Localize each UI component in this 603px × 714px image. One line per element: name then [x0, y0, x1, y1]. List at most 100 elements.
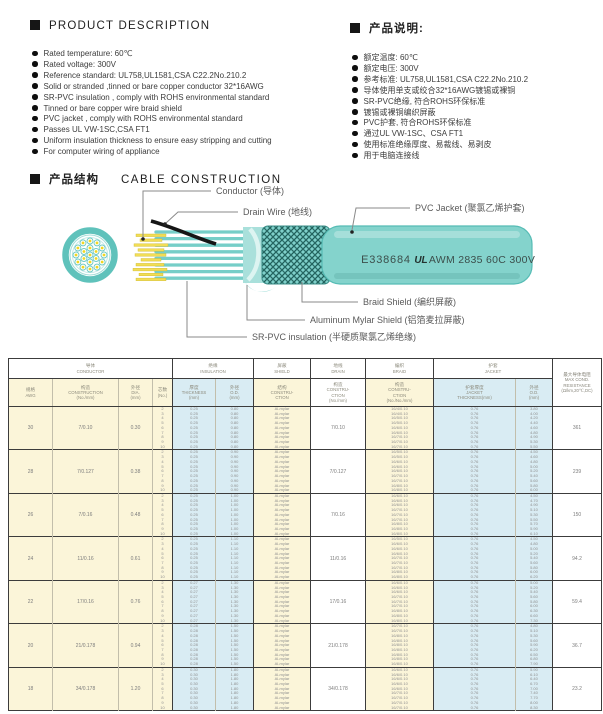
spec-row-awg-24: 24 11/0.16 0.61 2 3 4 5 6 7 8 9 10 0.25 0.25 0.25 0.25 0… [8, 536, 602, 581]
spec-row-awg-30: 30 7/0.10 0.30 2 3 4 5 6 7 8 9 10 0.25 0.25 0.25 0.25 0.… [8, 406, 602, 450]
dia-cell: 1.20 [118, 667, 153, 711]
jacket-print-left: E338684 [361, 254, 411, 266]
insulation-od-cell: 1.80 1.80 1.80 1.80 1.80 1.80 1.80 1.80 1.80 [215, 667, 254, 711]
spec-row-awg-28: 28 7/0.127 0.38 2 3 4 5 6 7 8 9 10 0.25 0.25 0.25 0.25 0… [8, 449, 602, 494]
insulation-od-cell: 0.80 0.80 0.80 0.80 0.80 0.80 0.80 0.80 0.80 [215, 406, 254, 450]
bullet-item: Tinned or bare copper wire braid shield [32, 104, 340, 115]
conductor-strands-icon [132, 233, 169, 281]
awg-cell: 28 [8, 449, 53, 494]
product-description-list: Rated temperature: 60℃ Rated voltage: 300… [32, 49, 340, 158]
bullet-item: 额定温度: 60℃ [352, 53, 600, 64]
column-header: 护套厚度 JACKET THICKNESS(mm) [433, 378, 516, 407]
bullet-text: 额定电压: 300V [363, 63, 419, 73]
braid-shield-icon [261, 225, 331, 285]
cable-construction-title-en: CABLE CONSTRUCTION [121, 174, 282, 186]
drain-cell: 11/0.16 [310, 536, 366, 581]
cores-cell: 2 3 4 5 6 7 8 9 10 [152, 580, 173, 624]
product-description-section: PRODUCT DESCRIPTION Rated temperature: 6… [30, 20, 340, 158]
section-square-icon [30, 174, 40, 184]
cable-side-view: E338684 UL AWM 2835 60C 300V [132, 219, 535, 292]
awg-cell: 26 [8, 493, 53, 537]
product-description-cn-title: 产品说明: [350, 20, 600, 36]
bullet-icon [32, 126, 38, 133]
cores-cell: 2 3 4 5 6 7 8 9 10 [152, 449, 173, 494]
braid-cell: 16/6/0.10 16/6/0.10 16/6/0.10 16/7/0.10 16/7… [365, 493, 434, 537]
bullet-icon [32, 50, 38, 56]
group-header-shield: 屏蔽 SHIELD [253, 358, 311, 379]
bullet-icon [32, 105, 38, 111]
bullet-text: SR-PVC绝缘, 符合ROHS环保标准 [363, 96, 486, 106]
product-description-title: PRODUCT DESCRIPTION [30, 20, 340, 32]
insulation-thickness-cell: 0.25 0.25 0.25 0.25 0.25 0.25 0.25 0.25 0.25 [172, 406, 216, 450]
drain-cell: 7/0.10 [310, 406, 366, 450]
braid-cell: 16/5/0.10 16/5/0.10 16/6/0.10 16/6/0.10 16/6… [365, 449, 434, 494]
column-header-max-resistance: 最大导体电阻 MAX COND. RESISTANCE (Ω/km,20℃,DC) [552, 358, 602, 407]
product-description-cn-section: 产品说明: 额定温度: 60℃ 额定电压: 300V 参考标准: UL758,UL1… [350, 20, 600, 162]
shield-cell: Al-mylar Al-mylar Al-mylar Al-mylar Al-mylar… [253, 536, 311, 581]
bullet-text: 导体使用单支或绞合32*16AWG镀锡或裸铜 [363, 85, 516, 95]
resistance-cell: 361 [552, 406, 602, 450]
bullet-text: 使用标准绝缘厚度、易裁线、易剥皮 [363, 140, 492, 150]
drain-cell: 17/0.16 [310, 580, 366, 624]
aluminum-mylar-label: Aluminum Mylar Shield (铝箔麦拉屏蔽) [310, 314, 465, 325]
pvc-jacket-label: PVC Jacket (聚氯乙烯护套) [415, 202, 525, 213]
bullet-item: Rated voltage: 300V [32, 60, 340, 71]
resistance-cell: 36.7 [552, 623, 602, 668]
jacket-od-cell: 5.00 5.20 5.40 5.60 5.80 6.00 6.30 6.60 7.30 [515, 580, 553, 624]
column-header: 规格 AWG [8, 378, 53, 407]
drain-cell: 7/0.127 [310, 449, 366, 494]
group-header-jacket: 护套 JACKET [433, 358, 553, 379]
drain-cell: 21/0.178 [310, 623, 366, 668]
insulation-od-cell: 1.10 1.10 1.10 1.10 1.10 1.10 1.10 1.10 1.10 [215, 536, 254, 581]
product-description-cn-list: 额定温度: 60℃ 额定电压: 300V 参考标准: UL758,UL1581,CS… [352, 53, 600, 162]
bullet-text: PVC jacket , comply with ROHS environmen… [43, 114, 243, 124]
bullet-icon [352, 98, 358, 104]
drain-wire-icon [150, 219, 217, 246]
bullet-text: Tinned or bare copper wire braid shield [43, 103, 182, 113]
bullet-item: 镀锡或裸铜编织屏蔽 [352, 108, 600, 119]
bullet-icon [352, 54, 358, 60]
construction-cell: 7/0.16 [52, 493, 119, 537]
insulation-od-cell: 1.30 1.30 1.30 1.30 1.30 1.30 1.30 1.30 1.30 [215, 580, 254, 624]
cores-cell: 2 3 4 5 6 7 8 9 10 [152, 536, 173, 581]
jacket-thickness-cell: 0.76 0.76 0.76 0.76 0.76 0.76 0.76 0.76 0.76 [433, 536, 516, 581]
drain-wire-label: Drain Wire (地线) [243, 206, 312, 217]
bullet-item: 额定电压: 300V [352, 64, 600, 75]
bullet-item: Uniform insulation thickness to ensure e… [32, 136, 340, 147]
insulation-thickness-cell: 0.30 0.30 0.30 0.30 0.30 0.30 0.30 0.30 0.30 [172, 667, 216, 711]
jacket-thickness-cell: 0.76 0.76 0.76 0.76 0.76 0.76 0.76 0.76 0.76 [433, 406, 516, 450]
column-header: 厚度 THICKNESS (mm) [172, 378, 216, 407]
bullet-text: 参考标准: UL758,UL1581,CSA C22.2No.210.2 [363, 74, 529, 84]
braid-cell: 16/4/0.10 16/4/0.10 16/5/0.10 16/5/0.10 16/6… [365, 406, 434, 450]
column-header: 构造 CONSTRU- CTION (No./No./mm) [365, 378, 434, 407]
column-header: 构造 CONSTRUCTION (No./mm) [52, 378, 119, 407]
bullet-item: 通过UL VW-1SC、CSA FT1 [352, 129, 600, 140]
braid-cell: 16/6/0.10 16/6/0.10 16/6/0.10 16/7/0.10 16/7… [365, 580, 434, 624]
bullet-icon [352, 152, 358, 159]
insulation-thickness-cell: 0.25 0.25 0.25 0.25 0.25 0.25 0.25 0.25 0.25 [172, 536, 216, 581]
column-header: 构造 CONSTRU- CTION (No./mm) [310, 378, 366, 407]
dia-cell: 0.48 [118, 493, 153, 537]
resistance-cell: 150 [552, 493, 602, 537]
bullet-text: PVC护套, 符合ROHS环保标准 [363, 118, 472, 128]
braid-cell: 16/7/0.10 16/7/0.10 16/8/0.10 16/8/0.10 16/8… [365, 623, 434, 668]
ul-mark-icon: UL [414, 255, 427, 266]
bullet-icon [32, 115, 38, 122]
cable-construction-title: 产品结构 CABLE CONSTRUCTION [30, 171, 282, 187]
bullet-icon [352, 87, 358, 93]
drain-cell: 34/0.178 [310, 667, 366, 711]
construction-cell: 17/0.16 [52, 580, 119, 624]
insulation-od-cell: 0.90 0.90 0.90 0.90 0.90 0.90 0.90 0.90 0.90 [215, 449, 254, 494]
bullet-item: Rated temperature: 60℃ [32, 49, 340, 60]
jacket-od-cell: 5.90 6.10 6.40 6.70 7.00 7.40 7.70 8.00 8.30 [515, 667, 553, 711]
product-description-title-text: PRODUCT DESCRIPTION [49, 20, 211, 32]
bullet-item: 用于电脑连接线 [352, 151, 600, 162]
specification-table: 导体 CONDUCTOR 绝缘 INSULATION 屏蔽 SHIELD 地线 DRAIN 编织… [8, 358, 602, 712]
insulation-thickness-cell: 0.28 0.28 0.28 0.28 0.28 0.28 0.28 0.28 0.28 [172, 623, 216, 668]
spec-row-awg-20: 20 21/0.178 0.94 2 3 4 5 6 7 8 9 10 0.28 0.28 0.28 0.28… [8, 623, 602, 668]
dia-cell: 0.61 [118, 536, 153, 581]
bullet-text: Reference standard: UL758,UL1581,CSA C22… [43, 70, 247, 80]
bullet-icon [32, 72, 38, 78]
shield-cell: Al-mylar Al-mylar Al-mylar Al-mylar Al-mylar… [253, 667, 311, 711]
dia-cell: 0.30 [118, 406, 153, 450]
